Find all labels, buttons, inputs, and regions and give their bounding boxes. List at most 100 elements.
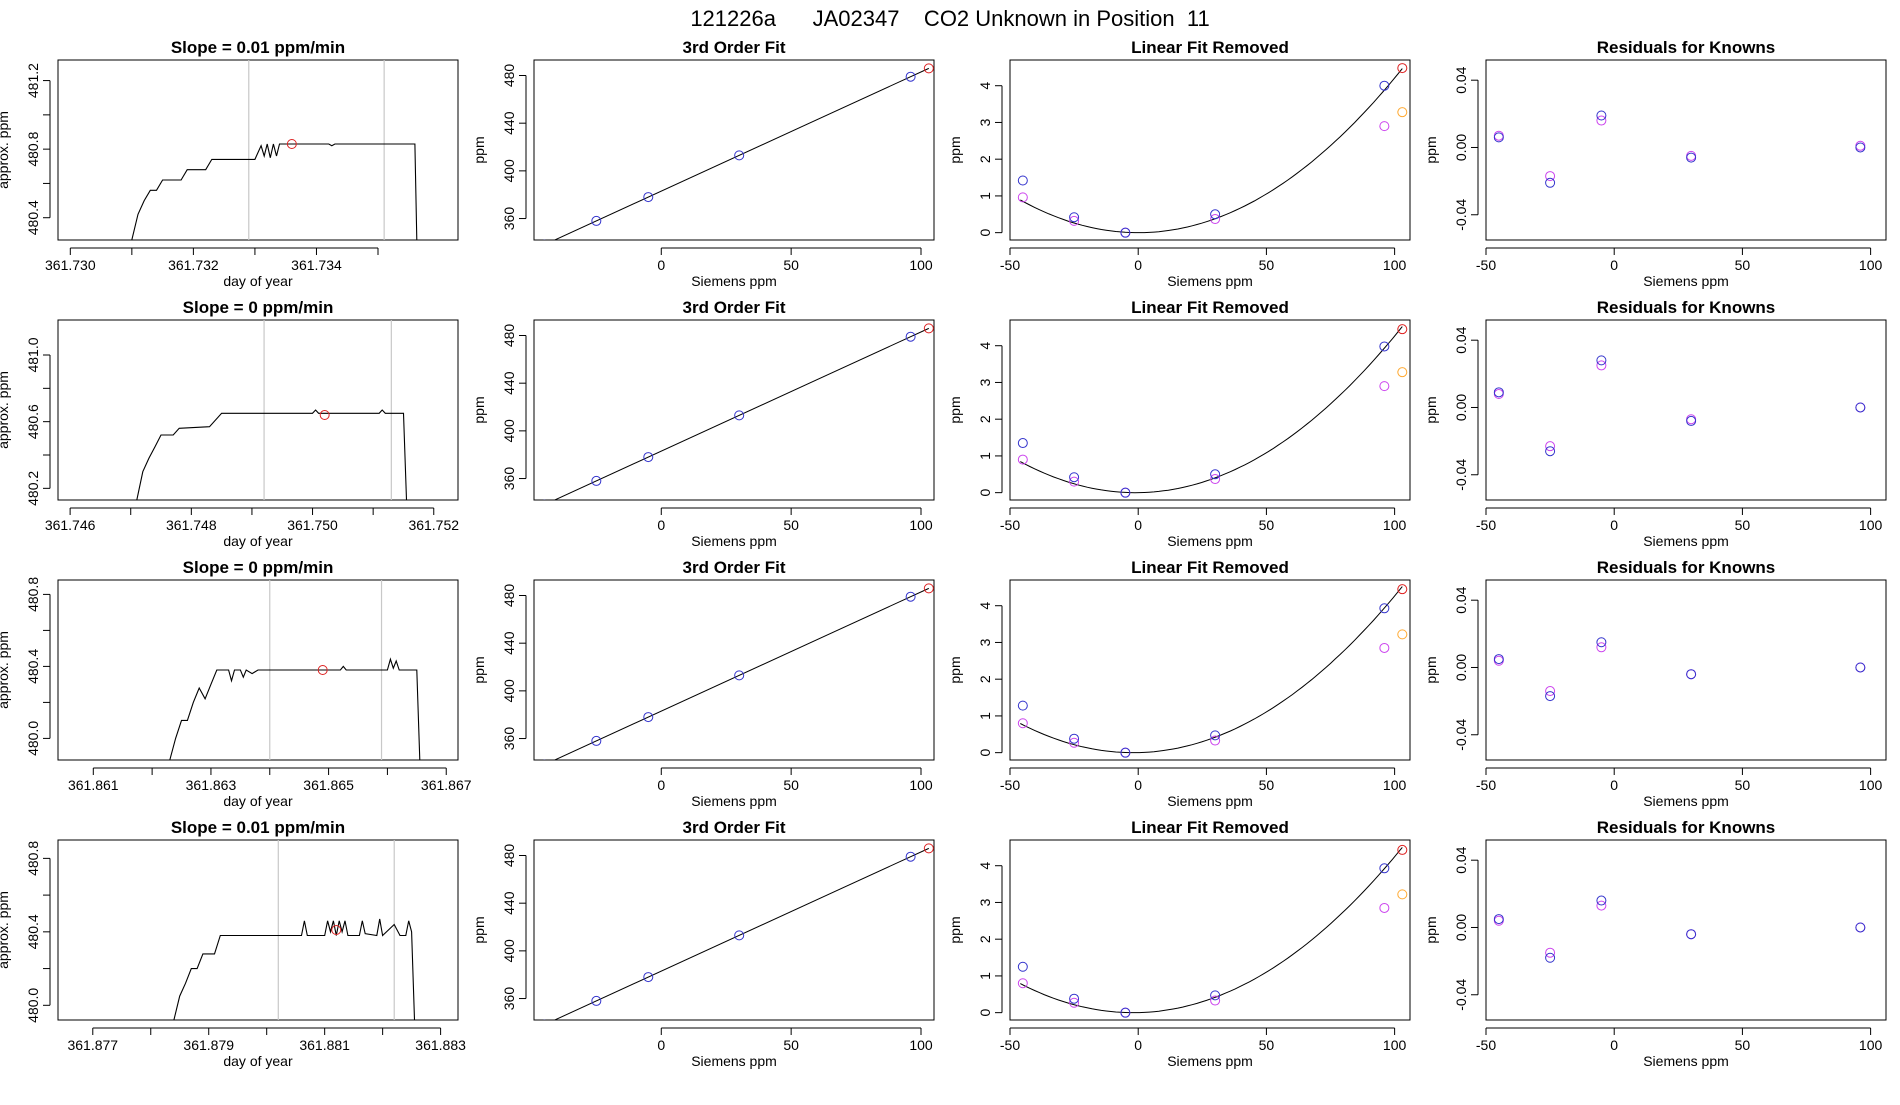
x-tick-label: 0 — [1134, 1037, 1142, 1053]
y-tick-label: 2 — [977, 935, 993, 943]
y-tick-label: 4 — [977, 82, 993, 90]
y-tick-label: 400 — [501, 419, 517, 443]
known-point — [643, 452, 654, 463]
unknown-raw-point — [1397, 107, 1408, 118]
plot-area — [1493, 110, 1866, 188]
x-tick-label: 100 — [909, 1037, 933, 1053]
known-point — [905, 331, 916, 342]
x-tick-label: 361.879 — [183, 1037, 234, 1053]
residual-raw-point — [1545, 686, 1556, 697]
x-tick-label: 0 — [1134, 777, 1142, 793]
known-fit-point — [1379, 863, 1390, 874]
x-tick-label: 100 — [1859, 517, 1883, 533]
panel-title: Linear Fit Removed — [1131, 38, 1289, 57]
x-tick-label: 0 — [1134, 517, 1142, 533]
known-point — [643, 712, 654, 723]
known-point — [591, 215, 602, 226]
residual-fit-point — [1493, 132, 1504, 143]
x-axis-label: day of year — [223, 273, 293, 289]
y-axis-label: ppm — [947, 136, 963, 163]
known-raw-point — [1210, 995, 1221, 1006]
plot-area — [173, 840, 416, 1020]
y-tick-label: 480.4 — [25, 200, 41, 235]
y-tick-label: -0.04 — [1453, 459, 1469, 491]
x-tick-label: 361.750 — [287, 517, 338, 533]
residual-fit-point — [1855, 922, 1866, 933]
x-axis-label: Siemens ppm — [1167, 793, 1253, 809]
y-tick-label: 0.04 — [1453, 66, 1469, 93]
residual-fit-point — [1545, 691, 1556, 702]
x-tick-label: 0 — [1610, 1037, 1618, 1053]
plot-frame — [1485, 839, 1887, 1021]
y-tick-label: -0.04 — [1453, 199, 1469, 231]
known-fit-point — [1069, 993, 1080, 1004]
x-tick-label: 361.867 — [421, 777, 472, 793]
residual-fit-point — [1686, 669, 1697, 680]
y-tick-label: 360 — [501, 987, 517, 1011]
x-tick-label: 50 — [1735, 1037, 1751, 1053]
known-fit-point — [1069, 212, 1080, 223]
plot-area — [1493, 355, 1866, 457]
known-fit-point — [1017, 438, 1028, 449]
known-fit-point — [1017, 700, 1028, 711]
x-tick-label: 0 — [657, 777, 665, 793]
y-tick-label: 0.00 — [1453, 394, 1469, 421]
y-axis-label: ppm — [471, 396, 487, 423]
analyzer-trace-line — [131, 143, 418, 240]
y-tick-label: 0 — [977, 749, 993, 757]
unknown-fit-point — [1397, 324, 1408, 335]
plot-area — [131, 60, 418, 240]
y-tick-label: 0 — [977, 489, 993, 497]
known-raw-point — [1210, 214, 1221, 225]
panel-title: 3rd Order Fit — [683, 558, 786, 577]
panel-3-4: Residuals for Knowns -50 0 50 100 Siemens ppm… — [1423, 558, 1887, 809]
residual-raw-point — [1596, 115, 1607, 126]
panel-title: Linear Fit Removed — [1131, 818, 1289, 837]
unknown-raw-point — [1397, 629, 1408, 640]
fit-line — [553, 327, 930, 500]
plot-frame — [1485, 319, 1887, 501]
plot-frame — [533, 319, 935, 501]
panel-2-3: Linear Fit Removed -50 0 50 100 Siemens ppm 0 1… — [947, 298, 1411, 549]
panel-3-3: Linear Fit Removed -50 0 50 100 Siemens ppm 0 1… — [947, 558, 1411, 809]
y-tick-label: 360 — [501, 467, 517, 491]
y-tick-label: 481.2 — [25, 63, 41, 98]
y-tick-label: 400 — [501, 679, 517, 703]
known-point — [542, 499, 546, 500]
plot-area — [1493, 637, 1866, 702]
known-fit-point — [1017, 175, 1028, 186]
plot-frame — [57, 319, 459, 501]
y-tick-label: 4 — [977, 862, 993, 870]
residual-fit-point — [1596, 355, 1607, 366]
panel-2-2: 3rd Order Fit 0 50 100 Siemens ppm 360 400 440 4… — [471, 298, 935, 549]
known-point — [734, 930, 745, 941]
y-axis-label: ppm — [1423, 916, 1439, 943]
x-tick-label: -50 — [1000, 257, 1020, 273]
y-tick-label: 480.8 — [25, 841, 41, 876]
panel-1-3: Linear Fit Removed -50 0 50 100 Siemens ppm 0 1… — [947, 38, 1411, 289]
plot-frame — [1009, 319, 1411, 501]
y-tick-label: 360 — [501, 207, 517, 231]
x-tick-label: 50 — [1259, 257, 1275, 273]
known-point — [591, 475, 602, 486]
y-tick-label: 360 — [501, 727, 517, 751]
known-fit-point — [1379, 341, 1390, 352]
plot-frame — [57, 579, 459, 761]
known-point — [734, 670, 745, 681]
panel-title: Residuals for Knowns — [1597, 298, 1776, 317]
known-fit-point — [1210, 209, 1221, 220]
x-tick-label: 100 — [909, 777, 933, 793]
y-tick-label: 480.0 — [25, 721, 41, 756]
residual-fit-point — [1545, 177, 1556, 188]
panel-4-1: Slope = 0.01 ppm/min 361.877 361.879 361.88… — [0, 818, 466, 1069]
known-point — [591, 995, 602, 1006]
x-tick-label: 100 — [909, 517, 933, 533]
known-point — [643, 972, 654, 983]
y-tick-label: 480 — [501, 584, 517, 608]
y-axis-label: ppm — [947, 656, 963, 683]
y-axis-label: approx. ppm — [0, 111, 11, 189]
panel-1-1: Slope = 0.01 ppm/min 361.730 361.732 361.73… — [0, 38, 459, 289]
plot-area — [1017, 584, 1408, 758]
plot-frame — [1009, 579, 1411, 761]
